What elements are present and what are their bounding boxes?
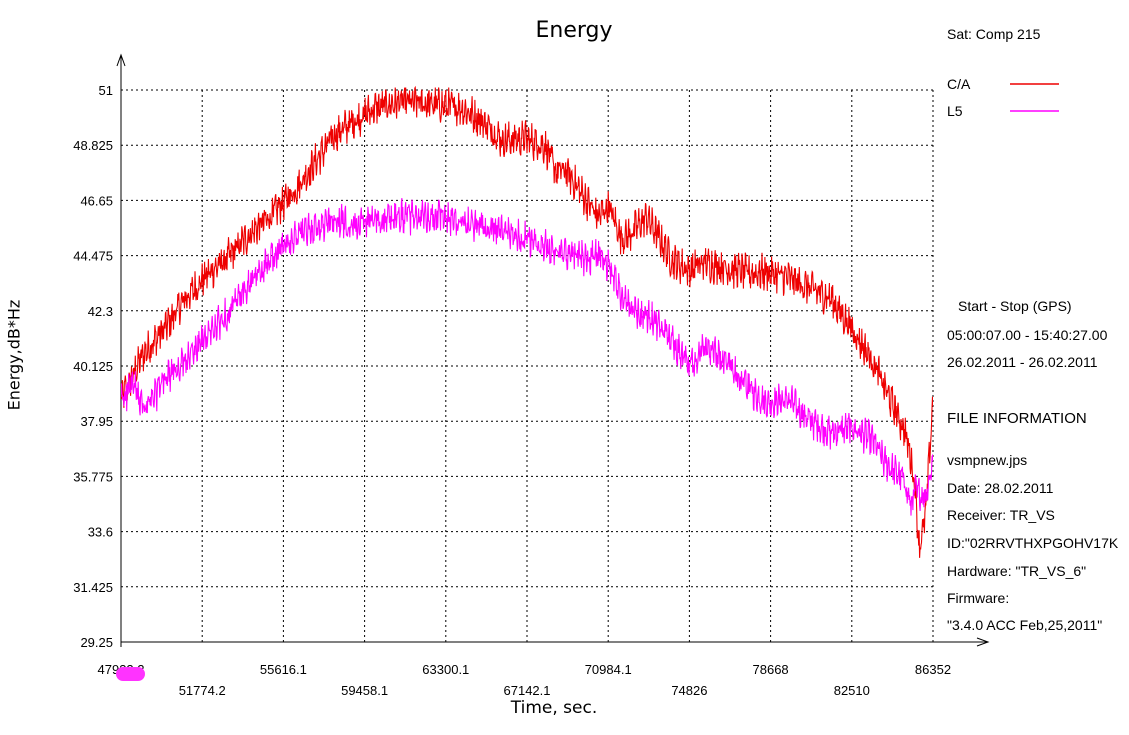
x-tick-label: 55616.1 (260, 662, 307, 677)
x-tick-label: 59458.1 (341, 683, 388, 698)
x-axis-arrow (976, 637, 990, 647)
time-header: Start - Stop (GPS) (958, 298, 1072, 314)
series-line (121, 85, 933, 558)
x-tick-label: 82510 (834, 683, 870, 698)
chart-title: Energy (535, 18, 613, 43)
y-tick-label: 46.65 (80, 193, 113, 208)
y-tick-label: 33.6 (88, 525, 113, 540)
y-tick-label: 37.95 (80, 414, 113, 429)
file-date: Date: 28.02.2011 (947, 480, 1054, 496)
x-scroll-handle[interactable] (116, 667, 145, 681)
file-name: vsmpnew.jps (947, 452, 1028, 468)
date-range: 26.02.2011 - 26.02.2011 (947, 354, 1098, 370)
y-tick-label: 35.775 (73, 469, 113, 484)
y-axis-arrow (116, 53, 126, 67)
y-tick-label: 40.125 (73, 359, 113, 374)
legend-label: C/A (947, 76, 971, 92)
y-tick-label: 51 (99, 83, 113, 98)
firmware-value: "3.4.0 ACC Feb,25,2011" (947, 617, 1103, 633)
series-line (121, 198, 933, 516)
receiver-id: ID:"02RRVTHXPGOHV17K (947, 535, 1119, 551)
time-range: 05:00:07.00 - 15:40:27.00 (947, 327, 1108, 343)
y-tick-label: 48.825 (73, 138, 113, 153)
x-axis-label: Time, sec. (510, 698, 598, 718)
y-tick-label: 42.3 (88, 304, 113, 319)
legend-label: L5 (947, 103, 963, 119)
x-tick-label: 67142.1 (504, 683, 551, 698)
y-tick-label: 31.425 (73, 580, 113, 595)
file-info-header: FILE INFORMATION (947, 410, 1087, 427)
x-tick-label: 78668 (753, 662, 789, 677)
x-tick-label: 70984.1 (585, 662, 632, 677)
y-tick-label: 29.25 (80, 635, 113, 650)
x-tick-label: 51774.2 (179, 683, 226, 698)
y-tick-label: 44.475 (73, 249, 113, 264)
x-tick-label: 74826 (671, 683, 707, 698)
x-tick-label: 63300.1 (422, 662, 469, 677)
hardware: Hardware: "TR_VS_6" (947, 563, 1087, 579)
receiver: Receiver: TR_VS (947, 507, 1055, 523)
x-tick-label: 86352 (915, 662, 951, 677)
firmware-label: Firmware: (947, 590, 1010, 606)
satellite-label: Sat: Comp 215 (947, 26, 1041, 42)
